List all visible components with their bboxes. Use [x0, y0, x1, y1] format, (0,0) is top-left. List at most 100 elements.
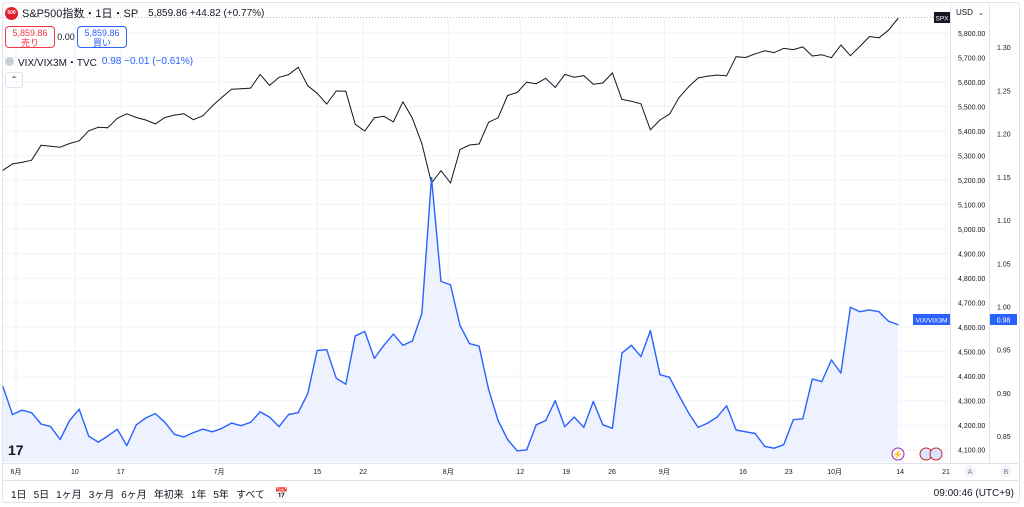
calendar-icon[interactable]: 📅 — [274, 487, 289, 500]
spx-segment — [783, 47, 794, 51]
vix-segment — [78, 408, 90, 437]
timeframe-button[interactable]: 年初来 — [153, 489, 184, 501]
sell-label: 売り — [20, 38, 39, 48]
spx-segment — [611, 72, 623, 100]
vix-segment — [773, 444, 785, 449]
chevron-up-icon[interactable]: ⌃ — [5, 72, 23, 88]
timeframe-group: 1日 5日 1ヶ月 3ヶ月 6ヶ月 年初来 1年 5年 すべて — [4, 486, 265, 501]
symbol-title[interactable]: S&P500指数・1日・SP — [22, 8, 139, 20]
vix-segment — [145, 412, 157, 419]
vix-segment — [554, 400, 566, 428]
us-flag-icon[interactable] — [919, 447, 943, 461]
spx-segment — [450, 149, 461, 184]
spx-segment — [602, 72, 613, 84]
spx-segment — [830, 44, 842, 59]
vix-segment — [611, 352, 623, 429]
time-tick-label: 12 — [516, 469, 524, 476]
buy-price: 5,859.86 — [84, 28, 120, 38]
vix-segment — [545, 400, 556, 422]
time-tick-label: 10月 — [827, 468, 842, 476]
vix-segment — [402, 340, 414, 346]
spx-tick-label: 5,000.00 — [958, 227, 985, 234]
vix-segment — [183, 431, 195, 438]
auto-scale-button[interactable]: A — [964, 465, 976, 477]
time-tick-label: 14 — [896, 469, 904, 476]
vix-segment — [430, 176, 442, 283]
vix-series — [2, 176, 899, 452]
svg-text:B: B — [1004, 469, 1009, 476]
spx-tick-label: 5,700.00 — [958, 55, 985, 62]
spx-segment — [554, 73, 566, 88]
vix-segment — [821, 359, 833, 383]
spx-segment — [2, 163, 13, 171]
vix-segment — [592, 400, 604, 426]
vix-segment — [421, 176, 433, 315]
vix-segment — [706, 416, 718, 424]
spx-tick-label: 4,700.00 — [958, 301, 985, 308]
spx-segment — [126, 113, 137, 118]
time-tick-label: 6月 — [11, 468, 22, 476]
vix-segment — [230, 422, 242, 427]
timeframe-button[interactable]: 1ヶ月 — [56, 489, 82, 501]
spx-segment — [421, 143, 432, 184]
timeframe-button[interactable]: 6ヶ月 — [121, 489, 147, 501]
spx-segment — [307, 85, 318, 94]
vix-segment — [887, 320, 899, 326]
spx-segment — [868, 36, 880, 39]
vix-segment — [459, 324, 471, 345]
timeframe-button[interactable]: 5日 — [33, 489, 50, 501]
buy-button[interactable]: 5,859.86 買い — [77, 26, 127, 48]
spx-segment — [621, 98, 632, 102]
spx-segment — [526, 81, 537, 85]
vix-segment — [30, 412, 42, 425]
lightning-icon[interactable]: ⚡ — [891, 447, 905, 461]
time-tick-label: 15 — [313, 469, 321, 476]
vix-segment — [221, 422, 233, 429]
spx-tick-label: 4,400.00 — [958, 374, 985, 381]
timeframe-button[interactable]: 5年 — [213, 489, 229, 501]
chevron-down-icon: ⌄ — [978, 10, 984, 17]
spx-segment — [630, 100, 642, 105]
vix-segment — [668, 376, 680, 397]
spx-segment — [659, 113, 670, 121]
timeframe-button[interactable]: 1日 — [11, 489, 27, 501]
vix-segment — [192, 428, 204, 434]
timeframe-button[interactable]: 3ヶ月 — [88, 489, 115, 501]
bottom-toolbar: 1日 5日 1ヶ月 3ヶ月 6ヶ月 年初来 1年 5年 すべて 📅 09:00:46 (UTC+… — [4, 484, 1018, 502]
currency-selector[interactable] — [952, 6, 988, 19]
spx-segment — [316, 92, 328, 105]
vix-segment — [411, 312, 423, 342]
vix-segment — [106, 428, 119, 437]
spx-segment — [402, 101, 413, 119]
spx-segment — [12, 161, 23, 165]
clock-time[interactable]: 09:00:46 (UTC+9) — [933, 487, 1014, 499]
vix-name-badge-label: VIX/VIX3M — [916, 318, 948, 325]
vix-segment — [516, 449, 528, 452]
timeframe-button[interactable]: 1年 — [190, 489, 207, 501]
spx-segment — [649, 119, 661, 131]
overlay-name[interactable]: VIX/VIX3M・TVC — [18, 57, 97, 69]
vix-segment — [745, 431, 756, 435]
vix-segment — [173, 433, 185, 438]
vix-segment — [849, 306, 861, 313]
sell-button[interactable]: 5,859.86 売り — [5, 26, 55, 48]
spx-segment — [592, 82, 604, 85]
time-axis: 6月 10 17 7月 15 22 8月 12 19 26 9月 16 23 10月 14 21 — [11, 468, 950, 476]
spx-segment — [373, 115, 385, 119]
b-scale-button[interactable]: B — [1000, 465, 1012, 477]
timeframe-button[interactable]: すべて — [235, 489, 265, 501]
vix-segment — [440, 280, 452, 286]
spx-segment — [849, 45, 861, 57]
spx-segment — [564, 73, 575, 78]
spx-segment — [240, 87, 252, 90]
currency-label: USD — [956, 8, 973, 17]
vix-area-fill — [3, 177, 898, 462]
spx-segment — [21, 159, 33, 163]
overlay-values: 0.98 −0.01 (−0.61%) — [101, 55, 194, 67]
vix-segment — [40, 423, 52, 428]
vix-segment — [497, 419, 509, 441]
spx-segment — [888, 18, 899, 31]
vix-segment — [735, 429, 747, 433]
vix-segment — [573, 416, 585, 429]
